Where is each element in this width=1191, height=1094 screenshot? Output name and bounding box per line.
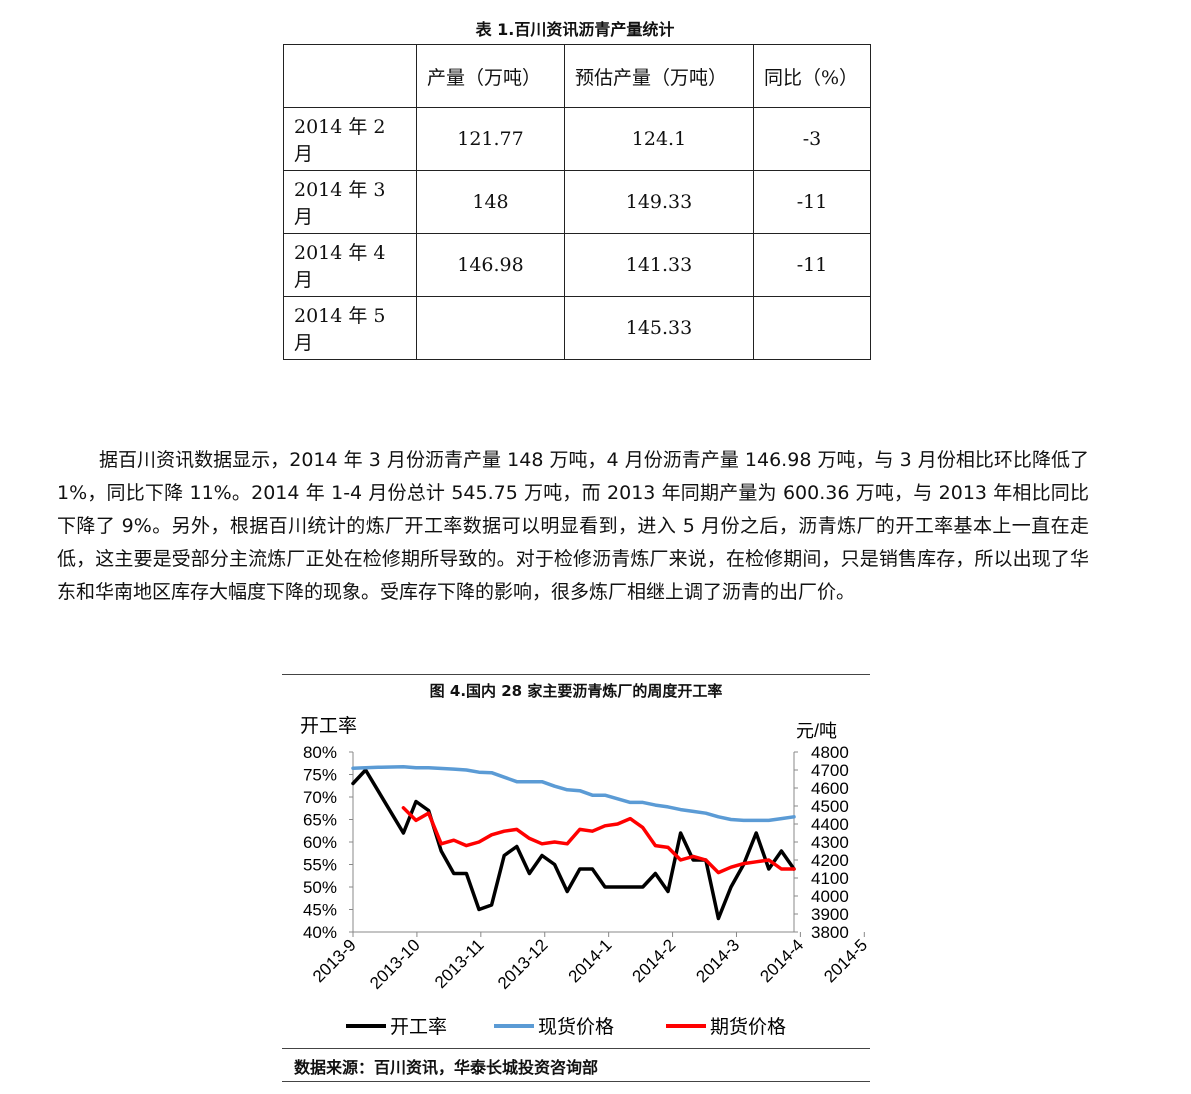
right-tick-label: 4700 xyxy=(811,761,849,780)
legend-label: 开工率 xyxy=(390,1016,447,1038)
operating-rate-chart: 开工率 元/吨 80% 75% 70% 65% 60% 55% 50% 45% 40% 4800470… xyxy=(300,715,870,1038)
left-axis-title: 开工率 xyxy=(300,715,357,737)
right-tick-label: 4300 xyxy=(811,833,849,852)
right-tick-label: 4800 xyxy=(811,743,849,762)
left-tick-label: 60% xyxy=(303,833,337,852)
left-tick-label: 45% xyxy=(303,901,337,920)
series-line xyxy=(351,765,796,823)
x-tick-label: 2013-9 xyxy=(309,935,360,986)
legend-label: 现货价格 xyxy=(538,1016,614,1038)
table-cell: 145.33 xyxy=(564,296,754,360)
table-header-cell: 产量（万吨） xyxy=(416,44,565,108)
right-tick-label: 4000 xyxy=(811,887,849,906)
left-tick-label: 50% xyxy=(303,878,337,897)
table-cell: -11 xyxy=(753,233,871,297)
left-tick-label: 40% xyxy=(303,923,337,942)
source-note: 数据来源：百川资讯，华泰长城投资咨询部 xyxy=(294,1058,599,1077)
table-cell: 2014 年 3 月 xyxy=(283,170,417,234)
table-cell: 2014 年 5 月 xyxy=(283,296,417,360)
right-tick-label: 4200 xyxy=(811,851,849,870)
table-cell: 121.77 xyxy=(416,107,565,171)
table-cell: -3 xyxy=(753,107,871,171)
table-cell: 146.98 xyxy=(416,233,565,297)
legend-label: 期货价格 xyxy=(710,1016,786,1038)
x-tick-label: 2013-11 xyxy=(431,935,488,992)
right-axis-title: 元/吨 xyxy=(796,721,837,741)
x-tick-label: 2014-2 xyxy=(629,935,680,986)
x-tick-label: 2014-4 xyxy=(756,935,807,986)
x-tick-label: 2013-10 xyxy=(366,935,424,993)
left-tick-label: 55% xyxy=(303,856,337,875)
left-tick-label: 80% xyxy=(303,743,337,762)
body-paragraph: 据百川资讯数据显示，2014 年 3 月份沥青产量 148 万吨，4 月份沥青产… xyxy=(57,449,1089,603)
right-tick-label: 4500 xyxy=(811,797,849,816)
table-caption: 表 1.百川资讯沥青产量统计 xyxy=(475,20,675,39)
production-table: 产量（万吨） 预估产量（万吨） 同比（%） 2014 年 2 月 121.77 … xyxy=(283,44,871,360)
left-tick-label: 75% xyxy=(303,766,337,785)
right-tick-label: 4600 xyxy=(811,779,849,798)
figure-source-rule xyxy=(282,1048,870,1049)
right-tick-label: 3800 xyxy=(811,923,849,942)
table-cell: 148 xyxy=(416,170,565,234)
x-tick-label: 2013-12 xyxy=(494,935,552,993)
series-line xyxy=(401,806,796,875)
right-tick-label: 4400 xyxy=(811,815,849,834)
series-line xyxy=(351,768,796,921)
left-tick-label: 70% xyxy=(303,788,337,807)
right-tick-label: 4100 xyxy=(811,869,849,888)
table-cell: 141.33 xyxy=(564,233,754,297)
table-cell: 2014 年 4 月 xyxy=(283,233,417,297)
table-row: 2014 年 4 月 146.98 141.33 -11 xyxy=(283,233,871,297)
table-row: 2014 年 5 月 145.33 xyxy=(283,296,871,360)
table-cell: -11 xyxy=(753,170,871,234)
x-tick-label: 2014-1 xyxy=(565,935,616,986)
right-tick-label: 3900 xyxy=(811,905,849,924)
table-row: 2014 年 2 月 121.77 124.1 -3 xyxy=(283,107,871,171)
left-tick-label: 65% xyxy=(303,811,337,830)
x-tick-label: 2014-3 xyxy=(692,935,743,986)
table-header-row: 产量（万吨） 预估产量（万吨） 同比（%） xyxy=(283,44,871,108)
table-cell: 124.1 xyxy=(564,107,754,171)
table-row: 2014 年 3 月 148 149.33 -11 xyxy=(283,170,871,234)
x-tick-label: 2014-5 xyxy=(820,935,870,986)
table-cell: 2014 年 2 月 xyxy=(283,107,417,171)
figure-title: 图 4.国内 28 家主要沥青炼厂的周度开工率 xyxy=(429,682,723,700)
table-header-cell: 预估产量（万吨） xyxy=(564,44,754,108)
table-header-cell: 同比（%） xyxy=(753,44,871,108)
figure-top-rule xyxy=(282,674,870,675)
table-cell: 149.33 xyxy=(564,170,754,234)
table-cell xyxy=(416,296,565,360)
table-header-cell xyxy=(283,44,417,108)
table-cell xyxy=(753,296,871,360)
figure-bottom-rule xyxy=(282,1081,870,1082)
